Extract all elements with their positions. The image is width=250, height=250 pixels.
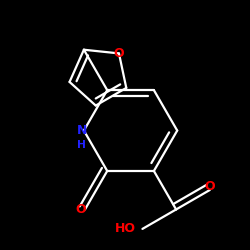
- Text: O: O: [114, 47, 124, 60]
- Text: H: H: [77, 140, 86, 150]
- Text: O: O: [75, 203, 86, 216]
- Text: HO: HO: [115, 222, 136, 235]
- Text: N: N: [76, 124, 87, 137]
- Text: O: O: [204, 180, 215, 193]
